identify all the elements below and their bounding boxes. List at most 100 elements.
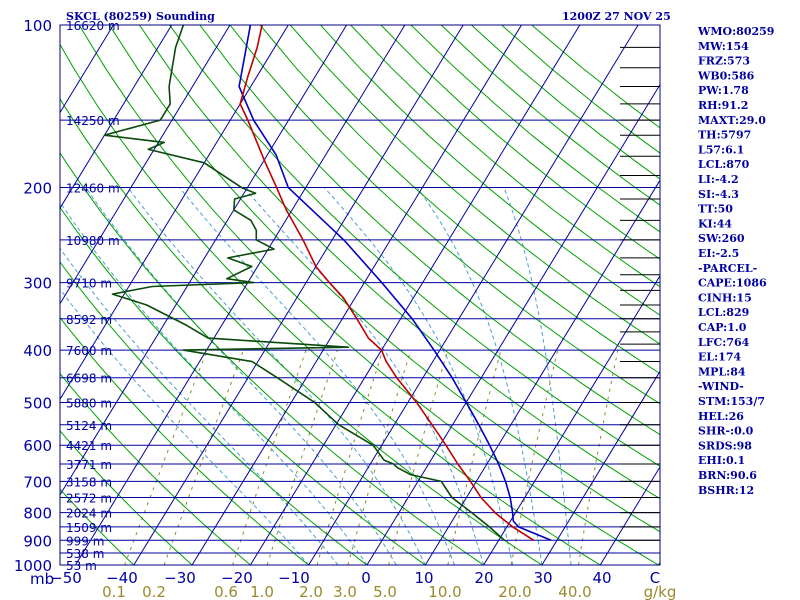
sounding-index: LI:-4.2 <box>698 173 739 186</box>
temperature-tick-label: 30 <box>533 569 552 587</box>
mixing-ratio-line <box>124 349 208 565</box>
sounding-index: SRDS:98 <box>698 439 752 452</box>
mixing-ratio-line <box>388 349 449 565</box>
temperature-tick-label: 0 <box>361 569 371 587</box>
mixing-ratio-label: 5.0 <box>373 583 397 600</box>
mixing-ratio-label: 3.0 <box>333 583 357 600</box>
sounding-index: L57:6.1 <box>698 143 744 156</box>
dry-adiabat <box>108 25 660 533</box>
sounding-index: CINH:15 <box>698 291 752 304</box>
isotherm <box>60 25 348 496</box>
height-label: 6698 m <box>66 372 112 386</box>
isotherm <box>541 370 660 565</box>
height-label: 12460 m <box>66 182 120 196</box>
sounding-index: STM:153/7 <box>698 395 765 408</box>
isotherm <box>60 25 231 305</box>
height-label: 7600 m <box>66 344 112 358</box>
isotherm <box>75 25 406 565</box>
sounding-index: EI:-2.5 <box>698 247 739 260</box>
pressure-tick-label: 1000 <box>14 557 52 575</box>
mixing-ratio-label: 40.0 <box>558 583 591 600</box>
sounding-curves <box>103 25 552 542</box>
height-label: 2024 m <box>66 507 112 521</box>
pressure-tick-label: 800 <box>23 505 52 523</box>
sounding-index: EL:174 <box>698 351 741 364</box>
height-label: 5124 m <box>66 419 112 433</box>
mixing-ratio-label: 1.0 <box>250 583 274 600</box>
height-label: 3771 m <box>66 458 112 472</box>
sounding-index: TH:5797 <box>698 129 751 142</box>
sounding-index: BRN:90.6 <box>698 469 757 482</box>
height-label: 538 m <box>66 547 104 561</box>
sounding-index: KI:44 <box>698 217 732 230</box>
height-label: 5880 m <box>66 396 112 410</box>
pressure-unit-label: mb <box>30 570 54 588</box>
isotherm <box>249 25 581 565</box>
mixing-ratio-label: 20.0 <box>498 583 531 600</box>
parcel-trace-line <box>238 25 552 542</box>
sounding-index: SW:260 <box>698 232 745 245</box>
sounding-index: EHI:0.1 <box>698 454 745 467</box>
height-label: 4421 m <box>66 439 112 453</box>
sounding-index: LCL:829 <box>698 306 749 319</box>
temperature-tick-label: −40 <box>106 569 138 587</box>
pressure-tick-label: 200 <box>23 180 52 198</box>
height-label: 10980 m <box>66 234 120 248</box>
dewpoint-line <box>103 25 506 541</box>
isotherm <box>60 25 289 401</box>
sounding-index: MPL:84 <box>698 365 746 378</box>
sounding-index: CAP:1.0 <box>698 321 747 334</box>
sounding-index: PW:1.78 <box>698 84 749 97</box>
sounding-index: SHR-:0.0 <box>698 425 754 438</box>
sounding-index: LCL:870 <box>698 158 750 171</box>
pressure-tick-label: 900 <box>23 532 52 550</box>
sounding-index: CAPE:1086 <box>698 277 767 290</box>
isotherm <box>483 274 660 565</box>
pressure-tick-label: 500 <box>23 394 52 412</box>
sounding-index: HEL:26 <box>698 410 744 423</box>
moist-adiabat <box>127 187 426 565</box>
moist-adiabat <box>503 187 572 565</box>
isotherm <box>366 83 660 565</box>
temperature-tick-label: −30 <box>164 569 196 587</box>
height-label: 8592 m <box>66 313 112 327</box>
pressure-tick-label: 600 <box>23 437 52 455</box>
dry-adiabat <box>78 25 659 565</box>
isotherm <box>60 25 173 210</box>
height-label: 1509 m <box>66 521 112 535</box>
sounding-index: -WIND- <box>698 380 744 393</box>
height-label: 14250 m <box>66 114 120 128</box>
sounding-index: MAXT:29.0 <box>698 114 766 127</box>
chart-title: SKCL (80259) Sounding <box>66 10 215 23</box>
pressure-tick-label: 100 <box>23 17 52 35</box>
height-label: 53 m <box>66 559 97 573</box>
sounding-index: BSHR:12 <box>698 484 754 497</box>
moist-adiabat <box>60 288 310 565</box>
height-label: 9710 m <box>66 277 112 291</box>
mixing-ratio-label: 10.0 <box>428 583 461 600</box>
sounding-index: RH:91.2 <box>698 99 748 112</box>
temperature-line <box>239 25 535 541</box>
height-label: 3158 m <box>66 475 112 489</box>
temperature-tick-label: −10 <box>278 569 310 587</box>
isotherm <box>133 25 464 565</box>
moist-adiabat <box>324 187 514 565</box>
isotherm <box>308 25 639 565</box>
mixing-ratio-label: 2.0 <box>299 583 323 600</box>
temperature-tick-label: C <box>650 569 660 587</box>
sounding-index: WMO:80259 <box>697 25 774 38</box>
height-label: 999 m <box>66 534 104 548</box>
moist-adiabat <box>179 187 455 565</box>
sounding-index: -PARCEL- <box>698 262 757 275</box>
pressure-tick-label: 300 <box>23 275 52 293</box>
plot-frame <box>59 24 661 566</box>
height-label: 2572 m <box>66 492 112 506</box>
sounding-index: FRZ:573 <box>698 55 750 68</box>
dry-adiabat <box>138 25 660 500</box>
pressure-tick-label: 700 <box>23 473 52 491</box>
mixing-ratio-line <box>578 349 619 565</box>
wind-barbs <box>620 24 661 565</box>
